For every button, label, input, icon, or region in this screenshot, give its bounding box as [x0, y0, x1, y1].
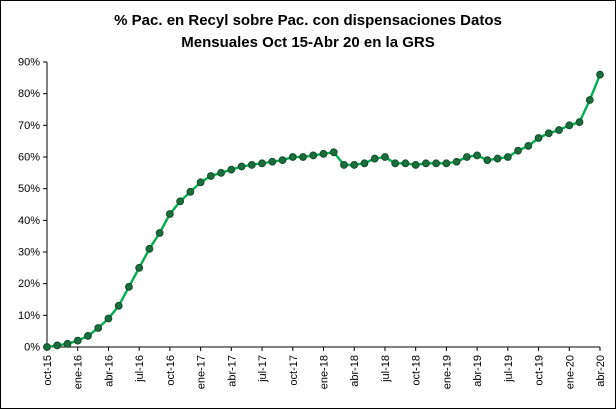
x-axis-tick-label: abr-20	[595, 355, 607, 387]
x-axis-tick-label: ene-16	[73, 355, 85, 389]
x-axis-tick-label: oct-19	[534, 355, 546, 386]
data-point	[534, 133, 543, 142]
data-point	[503, 152, 512, 161]
data-point	[370, 154, 379, 162]
data-point	[350, 160, 359, 169]
data-point	[329, 147, 338, 156]
data-point	[176, 196, 185, 205]
y-axis-tick-label: 80%	[18, 88, 40, 100]
data-point	[145, 244, 154, 253]
data-point	[53, 341, 62, 349]
data-point	[432, 158, 441, 167]
data-point	[422, 158, 430, 167]
chart-title-line2: Mensuales Oct 15-Abr 20 en la GRS	[181, 33, 435, 51]
data-point	[227, 165, 236, 174]
data-point	[544, 128, 553, 137]
x-axis-tick-label: oct-17	[288, 355, 300, 386]
x-axis-tick-label: jul-19	[503, 355, 515, 383]
data-point	[155, 228, 164, 237]
data-point	[483, 155, 492, 164]
line-chart: 0% 10% 20% 30% 40% 50% 60% 70% 80% 90% oct-15 ene-1…	[18, 56, 607, 389]
data-point	[391, 158, 400, 167]
x-axis-tick-label: abr-19	[472, 355, 484, 387]
x-axis-tick-label: oct-16	[165, 355, 177, 386]
data-point	[360, 158, 369, 167]
x-axis-tick-label: jul-17	[257, 355, 269, 383]
data-point	[585, 95, 594, 104]
y-axis-tick-label: 0%	[24, 341, 40, 353]
x-axis-tick-label: ene-17	[196, 355, 208, 389]
x-axis-tick-label: abr-17	[226, 355, 238, 387]
data-point	[237, 162, 246, 170]
y-axis-tick-label: 90%	[18, 56, 40, 68]
data-point	[319, 149, 328, 158]
x-axis-tick-label: oct-18	[411, 355, 423, 386]
x-axis-tick-label: ene-20	[564, 355, 576, 389]
line-series	[45, 72, 602, 348]
x-axis-tick-label: jul-16	[134, 355, 146, 383]
data-point	[340, 160, 348, 169]
data-point	[565, 120, 574, 129]
data-point	[43, 342, 51, 351]
y-axis-tick-label: 30%	[18, 246, 40, 258]
data-point	[462, 152, 471, 161]
data-point	[452, 157, 461, 166]
x-axis-tick-label: abr-18	[349, 355, 361, 387]
data-point	[94, 323, 103, 332]
data-point	[268, 157, 277, 166]
x-axis-tick-label: abr-16	[103, 355, 115, 387]
data-point	[278, 155, 287, 164]
chart-title: % Pac. en Recyl sobre Pac. con dispensac…	[1, 1, 615, 54]
data-point	[84, 331, 92, 340]
data-point	[381, 152, 389, 161]
data-point	[125, 282, 133, 291]
data-point	[165, 209, 174, 218]
data-point	[247, 160, 256, 169]
data-point	[309, 151, 318, 159]
data-point	[186, 187, 195, 196]
y-axis-tick-label: 70%	[18, 119, 40, 131]
y-axis-tick-label: 40%	[18, 214, 40, 226]
y-axis-tick-label: 60%	[18, 151, 40, 163]
y-axis-tick-label: 50%	[18, 183, 40, 195]
data-point	[63, 339, 72, 348]
data-point	[104, 314, 113, 322]
data-point	[555, 125, 563, 134]
data-point	[575, 117, 584, 126]
data-point	[217, 168, 225, 177]
data-point	[288, 152, 297, 161]
data-point	[401, 158, 410, 167]
data-point	[493, 154, 502, 162]
data-point	[206, 171, 215, 180]
data-point	[596, 70, 604, 79]
data-point	[514, 146, 522, 155]
y-axis-tick-label: 20%	[18, 278, 40, 290]
x-axis-tick-label: jul-18	[380, 355, 392, 383]
data-point	[473, 151, 482, 159]
data-point	[299, 152, 307, 161]
x-axis-tick-label: oct-15	[42, 355, 54, 386]
x-axis-tick-label: ene-19	[441, 355, 453, 389]
data-point	[442, 158, 451, 167]
y-axis-tick-label: 10%	[18, 309, 40, 321]
data-point	[524, 141, 533, 150]
data-point	[196, 177, 205, 186]
chart-title-line1: % Pac. en Recyl sobre Pac. con dispensac…	[114, 12, 502, 29]
data-point	[135, 263, 144, 272]
data-point	[114, 301, 123, 310]
data-point	[411, 160, 420, 169]
data-point	[73, 336, 82, 345]
x-axis-tick-label: ene-18	[319, 355, 331, 389]
data-point	[258, 158, 266, 167]
